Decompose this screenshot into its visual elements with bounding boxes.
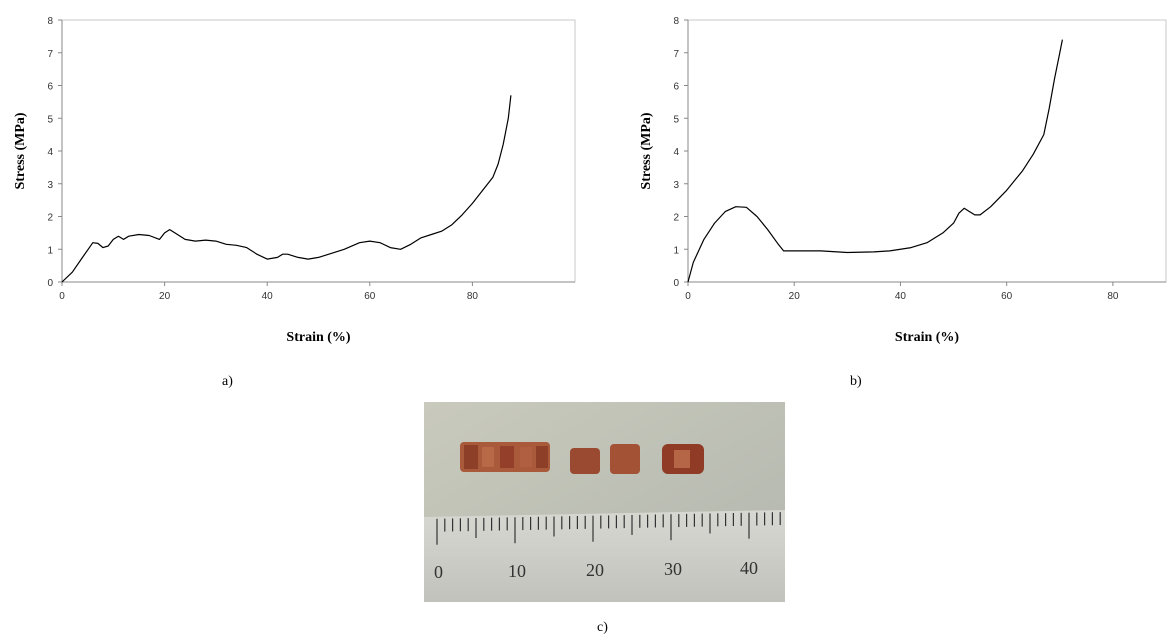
y-tick-label: 6 bbox=[47, 82, 53, 93]
y-tick-label: 2 bbox=[47, 213, 53, 224]
panel-label-c: c) bbox=[597, 620, 608, 635]
x-tick-label: 80 bbox=[1107, 291, 1119, 302]
plot-frame bbox=[61, 19, 576, 283]
x-tick-label: 40 bbox=[262, 291, 274, 302]
y-tick-label: 4 bbox=[47, 147, 53, 158]
plot-area-b: 0 20 40 60 80 0 1 2 3 4 5 6 7 8 Strain (%) Stress (MPa) bbox=[639, 16, 1167, 345]
y-tick-label: 8 bbox=[673, 16, 679, 27]
stress-strain-curve bbox=[61, 95, 512, 283]
y-tick-label: 5 bbox=[47, 114, 53, 125]
ruler-label-20: 20 bbox=[586, 560, 604, 580]
x-tick-label: 0 bbox=[685, 291, 691, 302]
x-axis-title: Strain (%) bbox=[286, 330, 351, 345]
ruler-label-0: 0 bbox=[434, 562, 443, 582]
y-tick-label: 1 bbox=[673, 245, 679, 256]
stress-strain-curve bbox=[687, 39, 1063, 283]
y-tick-label: 7 bbox=[47, 49, 53, 60]
y-tick-label: 7 bbox=[673, 49, 679, 60]
y-tick-label: 0 bbox=[673, 278, 679, 289]
x-tick-label: 60 bbox=[1001, 291, 1013, 302]
ruler-label-10: 10 bbox=[508, 561, 526, 581]
y-tick-label: 0 bbox=[47, 278, 53, 289]
y-tick-label: 3 bbox=[47, 180, 53, 191]
x-tick-label: 20 bbox=[159, 291, 171, 302]
plot-area-a: 0 20 40 60 80 0 1 2 3 4 5 6 7 8 Strain (%) Stress (MPa) bbox=[13, 16, 576, 345]
x-tick-label: 60 bbox=[364, 291, 376, 302]
y-tick-label: 2 bbox=[673, 213, 679, 224]
ruler: 0 10 20 30 40 bbox=[424, 510, 785, 602]
y-axis-title: Stress (MPa) bbox=[13, 112, 28, 189]
ruler-label-40: 40 bbox=[740, 558, 758, 578]
chart-a: 0 20 40 60 80 0 1 2 3 4 5 6 7 8 Strain (%) Stress (MPa) bbox=[13, 16, 576, 345]
panel-label-a: a) bbox=[222, 374, 233, 389]
chart-b: 0 20 40 60 80 0 1 2 3 4 5 6 7 8 Strain (%) Stress (MPa) bbox=[639, 16, 1167, 345]
x-tick-label: 80 bbox=[467, 291, 479, 302]
tissue-specimens bbox=[460, 442, 704, 474]
ruler-label-30: 30 bbox=[664, 559, 682, 579]
y-axis-title: Stress (MPa) bbox=[639, 112, 654, 189]
y-tick-label: 8 bbox=[47, 16, 53, 27]
y-tick-label: 6 bbox=[673, 82, 679, 93]
specimen-photo: 0 10 20 30 40 bbox=[424, 402, 785, 602]
y-tick-label: 1 bbox=[47, 245, 53, 256]
ruler-ticks bbox=[436, 512, 781, 545]
y-tick-label: 4 bbox=[673, 147, 679, 158]
panel-label-b: b) bbox=[850, 374, 862, 389]
x-axis-title: Strain (%) bbox=[895, 330, 960, 345]
x-tick-label: 0 bbox=[59, 291, 65, 302]
x-tick-label: 40 bbox=[895, 291, 907, 302]
y-tick-label: 5 bbox=[673, 114, 679, 125]
x-tick-label: 20 bbox=[789, 291, 801, 302]
y-tick-label: 3 bbox=[673, 180, 679, 191]
